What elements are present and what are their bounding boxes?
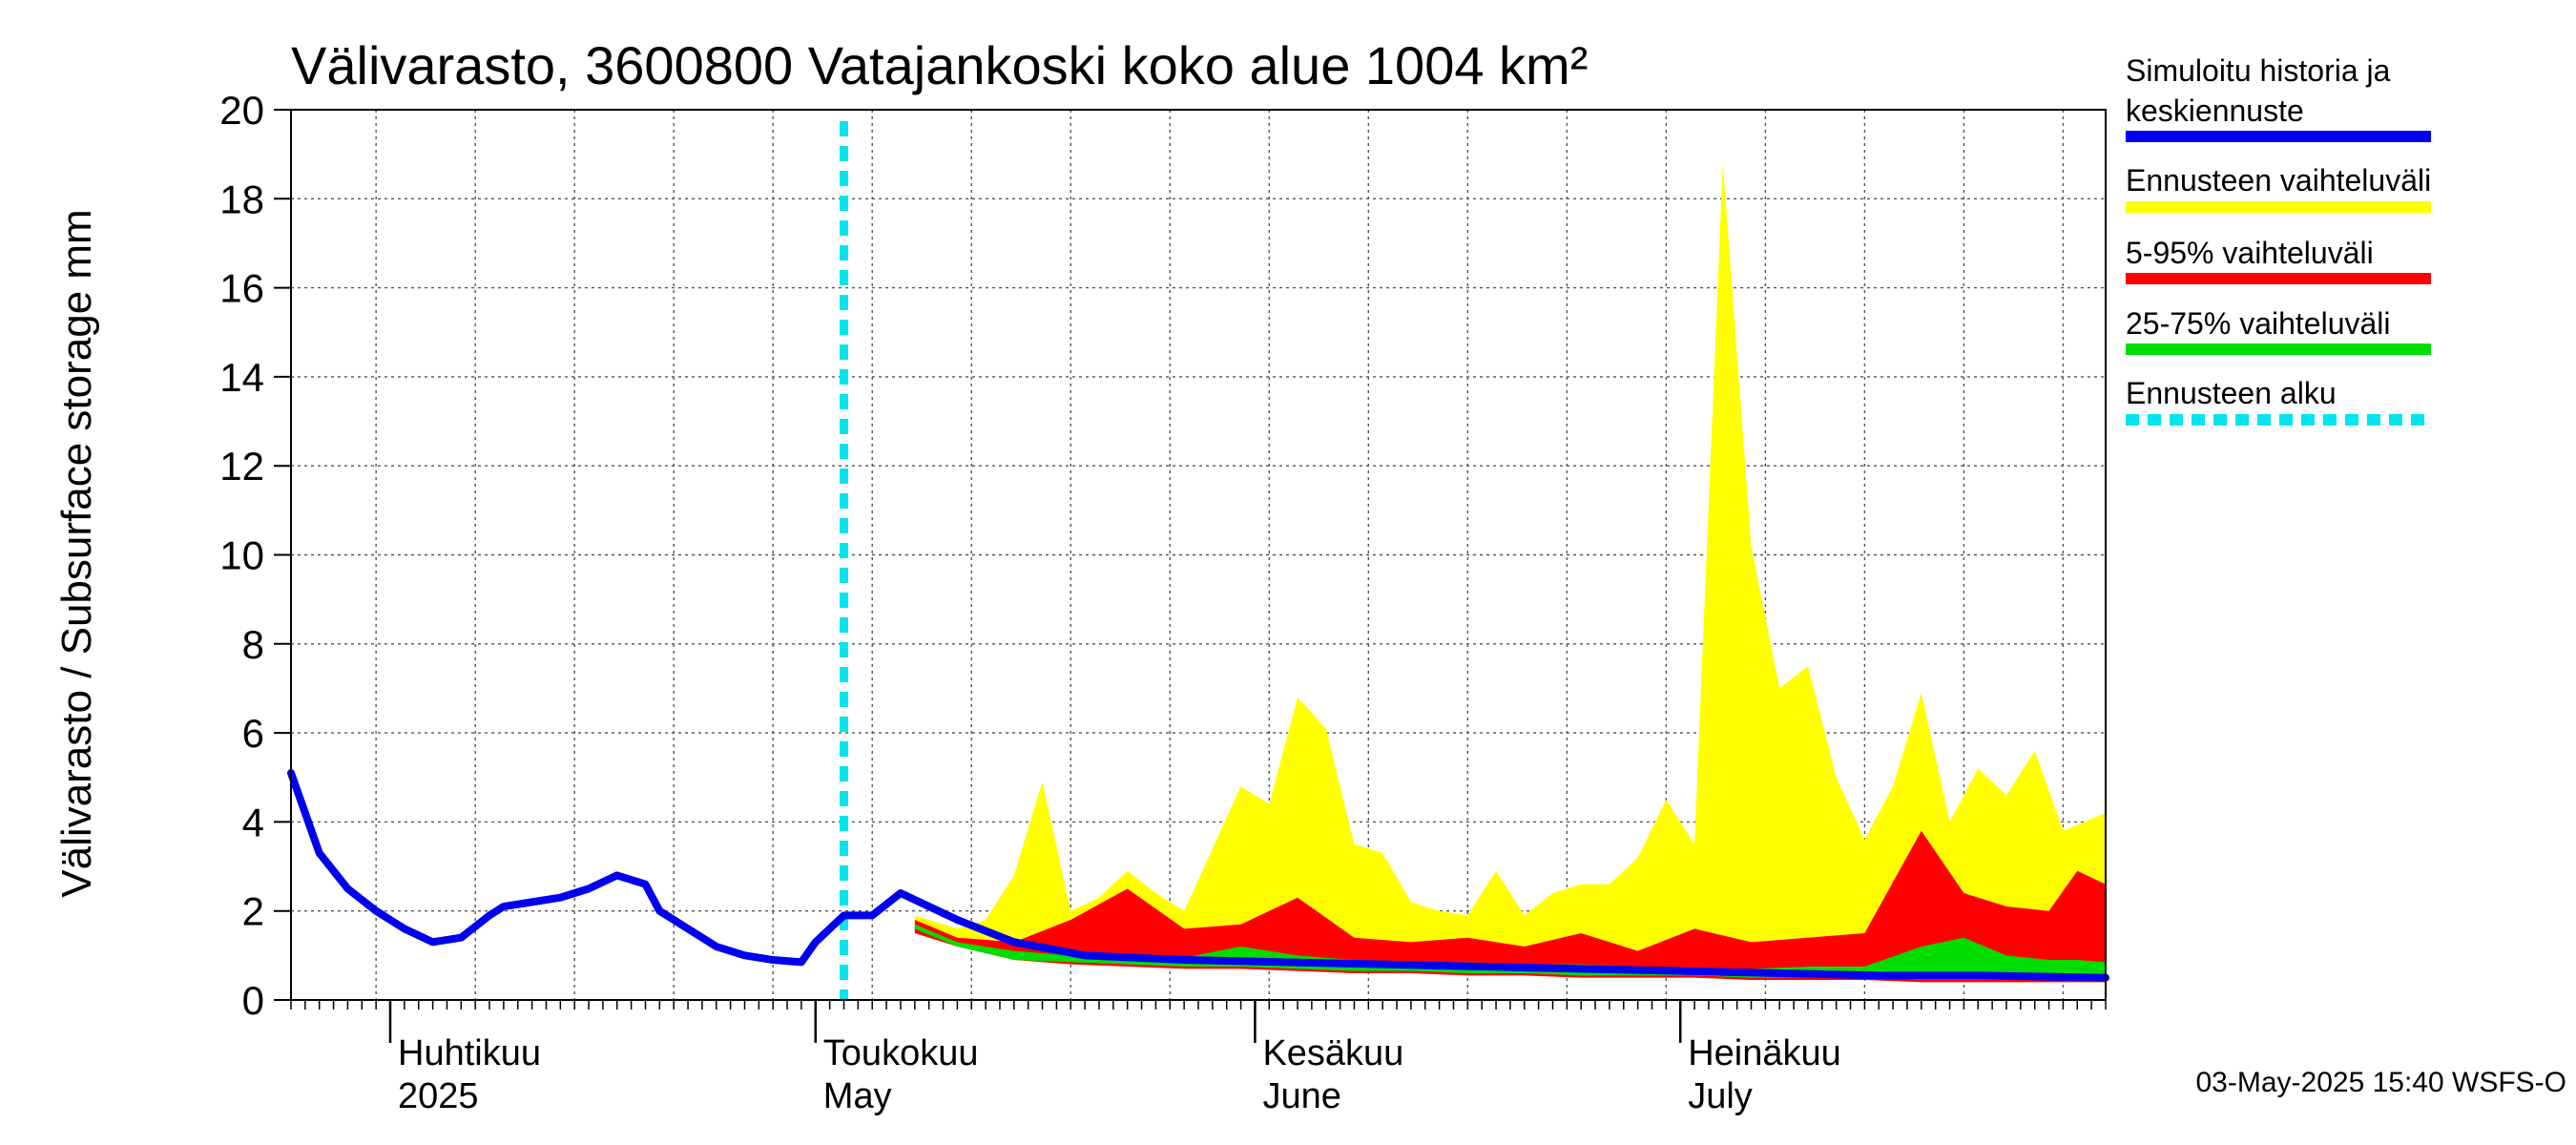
legend-label-1-0: Ennusteen vaihteluväli [2126, 163, 2431, 198]
y-tick-label-9: 18 [219, 177, 264, 221]
month-label-fi-2: Kesäkuu [1262, 1033, 1403, 1073]
legend-label-2-0: 5-95% vaihteluväli [2126, 236, 2374, 270]
y-axis-label: Välivarasto / Subsurface storage mm [53, 209, 100, 897]
month-label-fi-1: Toukokuu [823, 1033, 979, 1073]
band-series-2 [914, 830, 2106, 983]
month-label-fi-3: Heinäkuu [1688, 1033, 1841, 1073]
y-tick-label-10: 20 [219, 88, 264, 133]
legend-label-0-0: Simuloitu historia ja [2126, 53, 2391, 88]
y-tick-label-2: 4 [242, 800, 264, 844]
legend-label-0-1: keskiennuste [2126, 94, 2304, 128]
month-label-en-1: May [823, 1076, 892, 1116]
y-tick-label-1: 2 [242, 889, 264, 934]
timestamp-footer: 03-May-2025 15:40 WSFS-O [2196, 1067, 2567, 1098]
month-label-en-2: June [1262, 1076, 1340, 1116]
y-tick-label-5: 10 [219, 533, 264, 578]
y-tick-label-8: 16 [219, 266, 264, 311]
chart-title: Välivarasto, 3600800 Vatajankoski koko a… [291, 35, 1588, 95]
legend-label-4-0: Ennusteen alku [2126, 376, 2337, 410]
band-series-1 [914, 162, 2106, 983]
y-tick-label-0: 0 [242, 978, 264, 1023]
y-tick-label-4: 8 [242, 622, 264, 667]
legend-label-3-0: 25-75% vaihteluväli [2126, 306, 2391, 341]
month-label-en-3: July [1688, 1076, 1753, 1116]
mean-simulation-line [287, 769, 2109, 982]
band-series-3 [914, 924, 2106, 981]
y-tick-label-6: 12 [219, 444, 264, 489]
legend: Simuloitu historia ja keskiennuste Ennuste… [2126, 53, 2431, 426]
month-label-en-0: 2025 [398, 1076, 479, 1116]
y-tick-label-7: 14 [219, 355, 264, 400]
y-tick-label-3: 6 [242, 711, 264, 756]
month-label-fi-0: Huhtikuu [398, 1033, 541, 1073]
